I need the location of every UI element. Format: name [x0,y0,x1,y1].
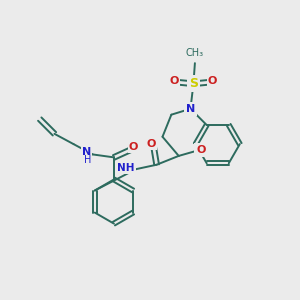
Text: NH: NH [117,163,134,173]
Text: O: O [169,76,179,86]
Text: N: N [82,147,91,158]
Text: S: S [189,77,198,90]
Text: O: O [146,139,155,148]
Text: O: O [129,142,138,152]
Text: CH₃: CH₃ [186,48,204,58]
Text: H: H [84,155,91,165]
Text: O: O [208,76,217,86]
Text: N: N [186,104,195,114]
Text: O: O [196,145,206,155]
